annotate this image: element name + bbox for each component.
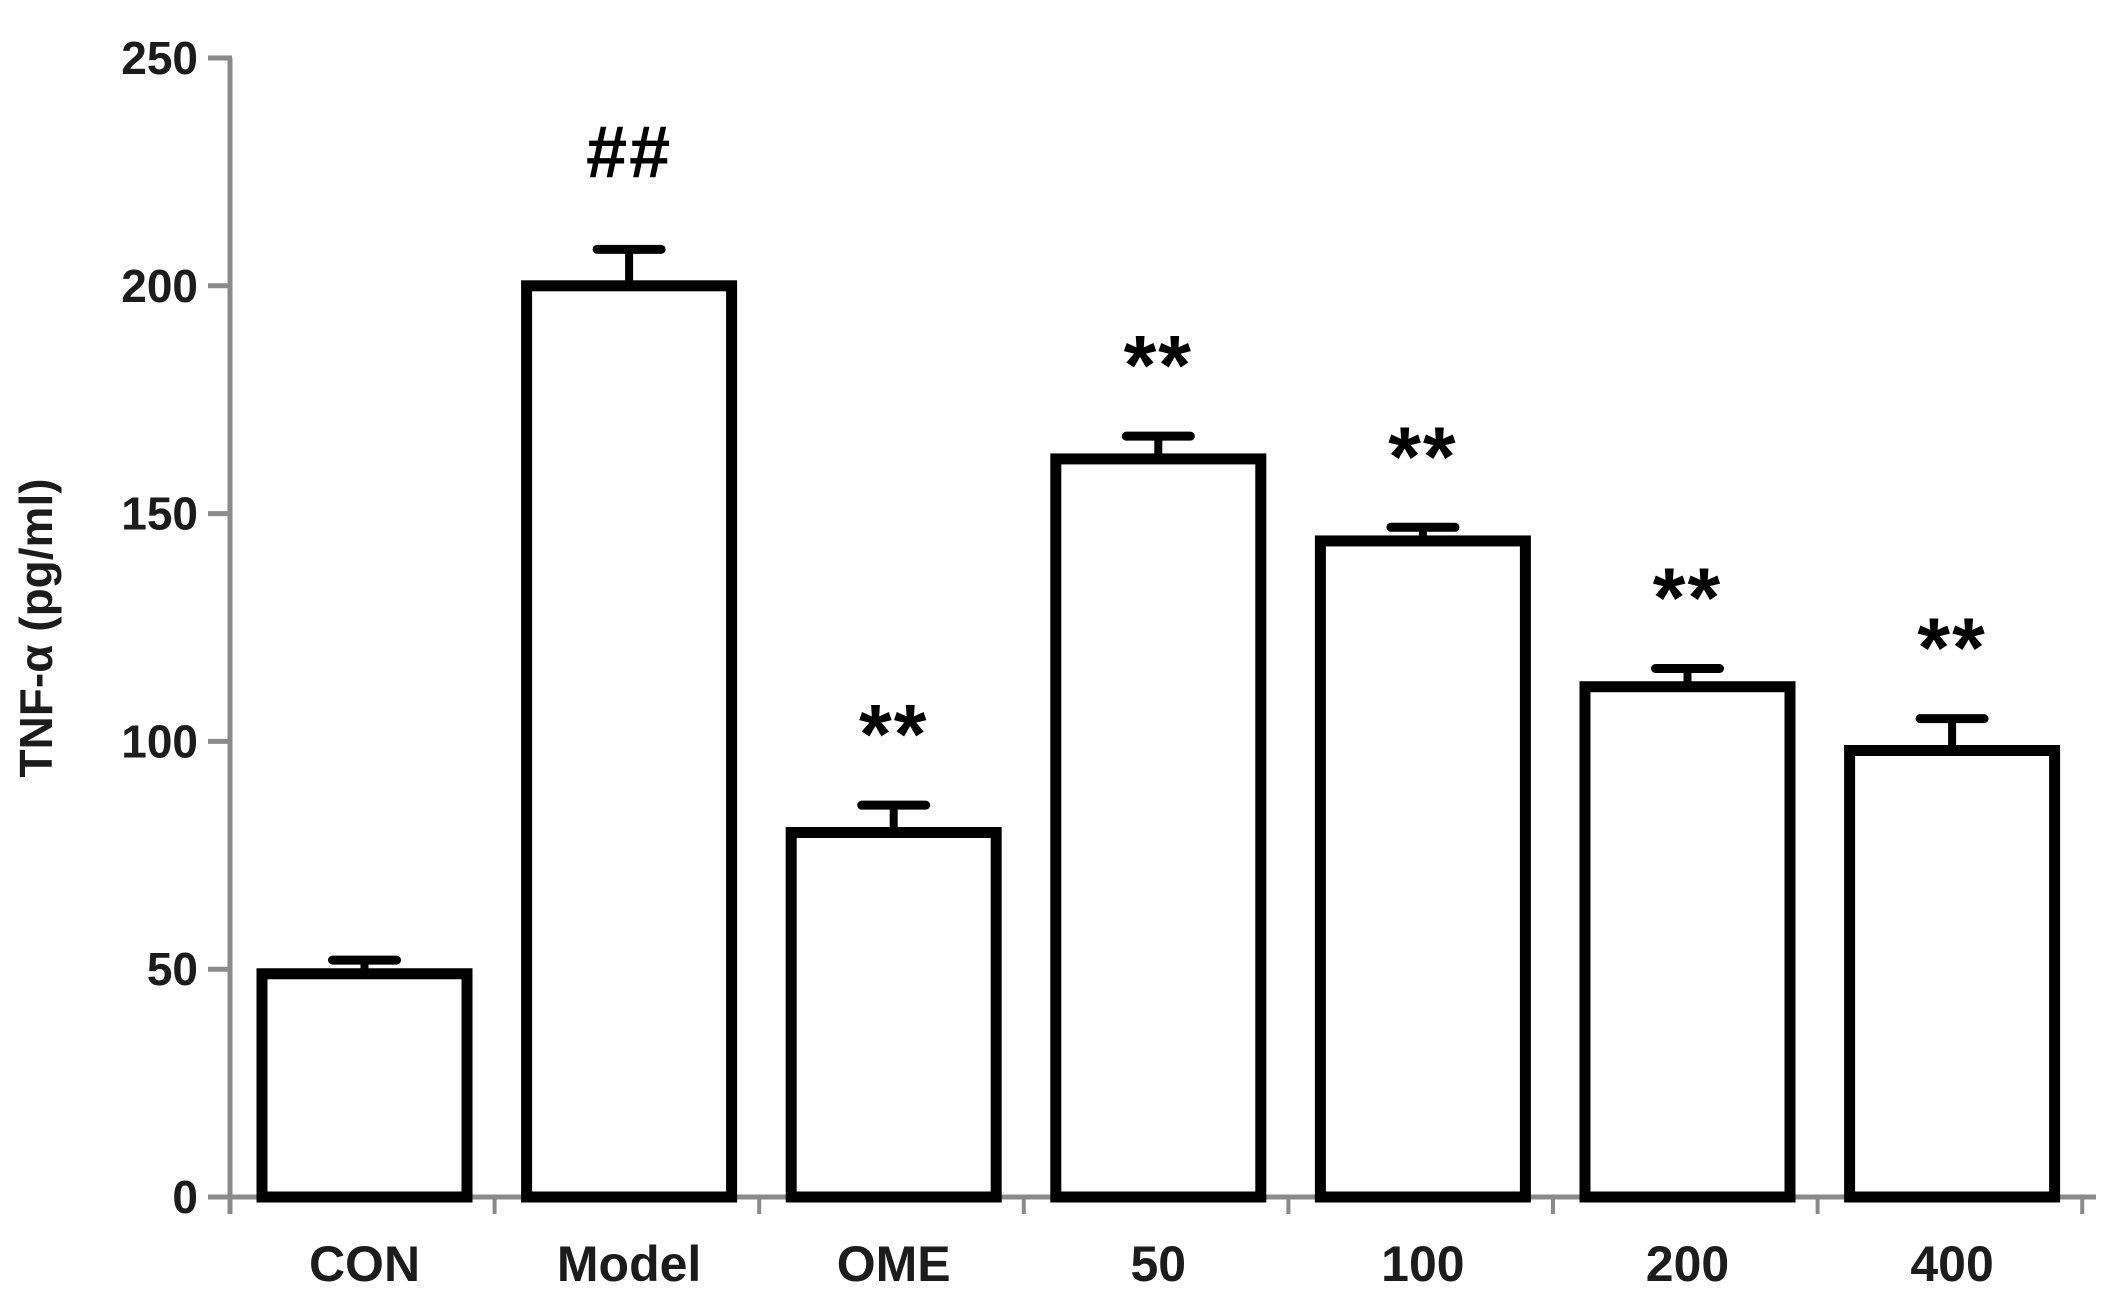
significance-annotation-Model: ## xyxy=(586,110,672,193)
y-tick-label: 250 xyxy=(121,32,198,84)
bar-CON xyxy=(256,968,473,1203)
x-tick-label-200: 200 xyxy=(1646,1236,1729,1292)
significance-annotation-OME: ** xyxy=(859,687,928,781)
bar-OME xyxy=(785,827,1002,1203)
bar-100 xyxy=(1314,535,1531,1203)
y-axis-title: TNF-α (pg/ml) xyxy=(10,478,62,777)
y-tick-label: 100 xyxy=(121,715,198,767)
x-tick-label-50: 50 xyxy=(1130,1236,1186,1292)
x-tick-label-OME: OME xyxy=(837,1236,951,1292)
x-tick-label-100: 100 xyxy=(1381,1236,1464,1292)
y-tick-label: 200 xyxy=(121,260,198,312)
significance-annotation-200: ** xyxy=(1653,551,1722,645)
y-tick-label: 0 xyxy=(172,1171,198,1223)
significance-annotation-100: ** xyxy=(1388,409,1457,503)
significance-annotation-50: ** xyxy=(1124,318,1193,412)
bar-50 xyxy=(1050,453,1267,1203)
bar-Model xyxy=(521,280,738,1203)
x-tick-label-Model: Model xyxy=(557,1236,701,1292)
y-tick-label: 50 xyxy=(147,943,198,995)
bar-400 xyxy=(1844,745,2061,1203)
bar-200 xyxy=(1579,681,1796,1203)
x-tick-label-400: 400 xyxy=(1910,1236,1993,1292)
y-tick-label: 150 xyxy=(121,488,198,540)
x-tick-label-CON: CON xyxy=(309,1236,420,1292)
significance-annotation-400: ** xyxy=(1917,601,1986,695)
